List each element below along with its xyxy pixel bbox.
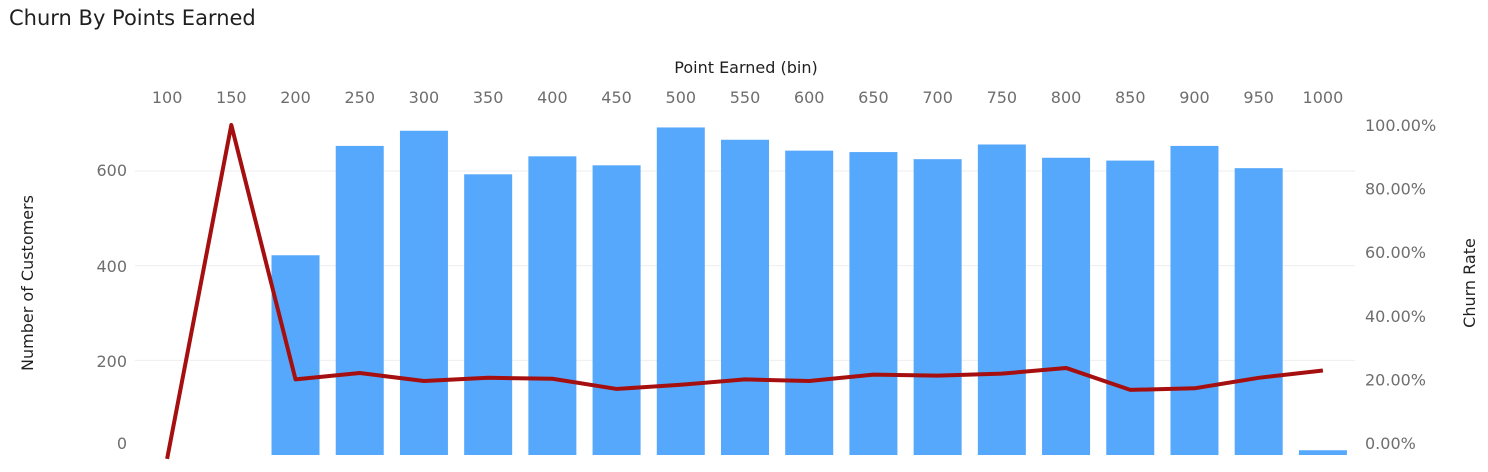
x-tick-200: 200 bbox=[280, 88, 311, 107]
bar-550[interactable] bbox=[721, 139, 769, 455]
x-tick-labels: 100 150 200 250 300 350 400 450 500 550 600 650 700 7… bbox=[152, 88, 1343, 107]
bar-400[interactable] bbox=[528, 156, 577, 455]
y-tick-400: 400 bbox=[96, 257, 127, 276]
y-tick-600: 600 bbox=[96, 161, 127, 180]
y2-tick-4: 80.00% bbox=[1365, 180, 1426, 199]
bar-200[interactable] bbox=[271, 255, 320, 455]
bars bbox=[271, 127, 1347, 456]
bar-850[interactable] bbox=[1106, 160, 1155, 455]
churn-rate-line[interactable] bbox=[165, 123, 1324, 460]
x-tick-350: 350 bbox=[473, 88, 504, 107]
x-tick-950: 950 bbox=[1243, 88, 1274, 107]
bar-500[interactable] bbox=[656, 127, 705, 455]
x-tick-650: 650 bbox=[858, 88, 889, 107]
bar-300[interactable] bbox=[399, 130, 448, 455]
y-tick-200: 200 bbox=[96, 352, 127, 371]
bar-750[interactable] bbox=[977, 144, 1026, 455]
x-tick-800: 800 bbox=[1051, 88, 1082, 107]
x-tick-600: 600 bbox=[794, 88, 825, 107]
x-tick-250: 250 bbox=[344, 88, 375, 107]
bar-950[interactable] bbox=[1234, 168, 1283, 455]
bar-250[interactable] bbox=[335, 145, 384, 455]
x-tick-400: 400 bbox=[537, 88, 568, 107]
y-axis-title: Number of Customers bbox=[18, 195, 37, 371]
y2-tick-labels: 0.00% 20.00% 40.00% 60.00% 80.00% 100.00% bbox=[1365, 116, 1436, 453]
bar-450[interactable] bbox=[592, 165, 641, 455]
x-tick-500: 500 bbox=[666, 88, 697, 107]
bar-800[interactable] bbox=[1042, 157, 1091, 455]
x-tick-100: 100 bbox=[152, 88, 183, 107]
y2-tick-5: 100.00% bbox=[1365, 116, 1436, 135]
y2-axis-title: Churn Rate bbox=[1460, 238, 1479, 328]
churn-line bbox=[165, 123, 1324, 460]
y-tick-labels: 0 200 400 600 bbox=[96, 161, 127, 453]
y2-tick-1: 20.00% bbox=[1365, 370, 1426, 389]
bar-1000[interactable] bbox=[1298, 450, 1347, 455]
bar-600[interactable] bbox=[785, 150, 834, 455]
x-tick-900: 900 bbox=[1179, 88, 1210, 107]
x-tick-750: 750 bbox=[987, 88, 1018, 107]
y2-tick-0: 0.00% bbox=[1365, 434, 1416, 453]
y-tick-0: 0 bbox=[117, 434, 127, 453]
x-tick-300: 300 bbox=[409, 88, 440, 107]
x-axis-title: Point Earned (bin) bbox=[674, 58, 817, 77]
bar-900[interactable] bbox=[1170, 145, 1219, 455]
x-tick-150: 150 bbox=[216, 88, 247, 107]
bar-650[interactable] bbox=[849, 152, 898, 456]
bar-350[interactable] bbox=[464, 174, 513, 455]
y2-tick-3: 60.00% bbox=[1365, 243, 1426, 262]
chart-title: Churn By Points Earned bbox=[9, 6, 256, 30]
bar-700[interactable] bbox=[913, 159, 962, 455]
x-tick-550: 550 bbox=[730, 88, 761, 107]
x-tick-850: 850 bbox=[1115, 88, 1146, 107]
x-tick-1000: 1000 bbox=[1303, 88, 1344, 107]
y2-tick-2: 40.00% bbox=[1365, 307, 1426, 326]
x-tick-450: 450 bbox=[601, 88, 632, 107]
x-tick-700: 700 bbox=[922, 88, 953, 107]
